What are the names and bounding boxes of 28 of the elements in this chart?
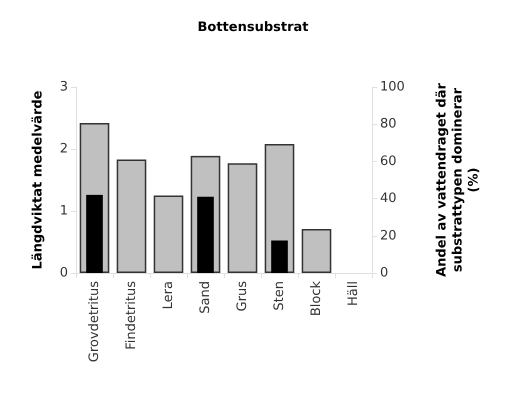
bar (228, 163, 258, 273)
x-tick-label: Sand (198, 281, 213, 314)
bar (302, 228, 332, 273)
bar (197, 196, 214, 273)
y-tick-label: 0 (60, 266, 68, 280)
y2-axis-title: Andel av vattendraget där substrattypen dominerar (%) (434, 82, 482, 277)
y2-tick-label: 40 (380, 191, 397, 206)
y2-tick-label: 0 (380, 266, 388, 280)
bar (116, 160, 146, 273)
y-tick-label: 3 (60, 80, 68, 94)
chart-title: Bottensubstrat (198, 20, 308, 35)
y2-tick-label: 100 (380, 80, 405, 94)
y-tick-label: 1 (60, 204, 68, 218)
y2-tick-label: 20 (380, 228, 397, 244)
x-tick-label: Grus (235, 280, 250, 312)
x-tick-label: Findetritus (124, 280, 139, 350)
x-tick-label: Grovdetritus (87, 280, 102, 362)
x-tick-label: Sten (272, 281, 287, 311)
y-tick-label: 2 (60, 142, 68, 156)
y2-tick-label: 60 (380, 154, 397, 169)
x-tick-label: Lera (161, 281, 176, 310)
bar (154, 196, 184, 273)
x-tick-label: Block (309, 280, 324, 316)
y2-tick-label: 80 (380, 116, 397, 132)
y-axis-title: Längdviktat medelvärde (30, 90, 46, 270)
bar (271, 240, 288, 273)
bar (86, 194, 103, 273)
x-tick-label: Häll (346, 281, 361, 306)
